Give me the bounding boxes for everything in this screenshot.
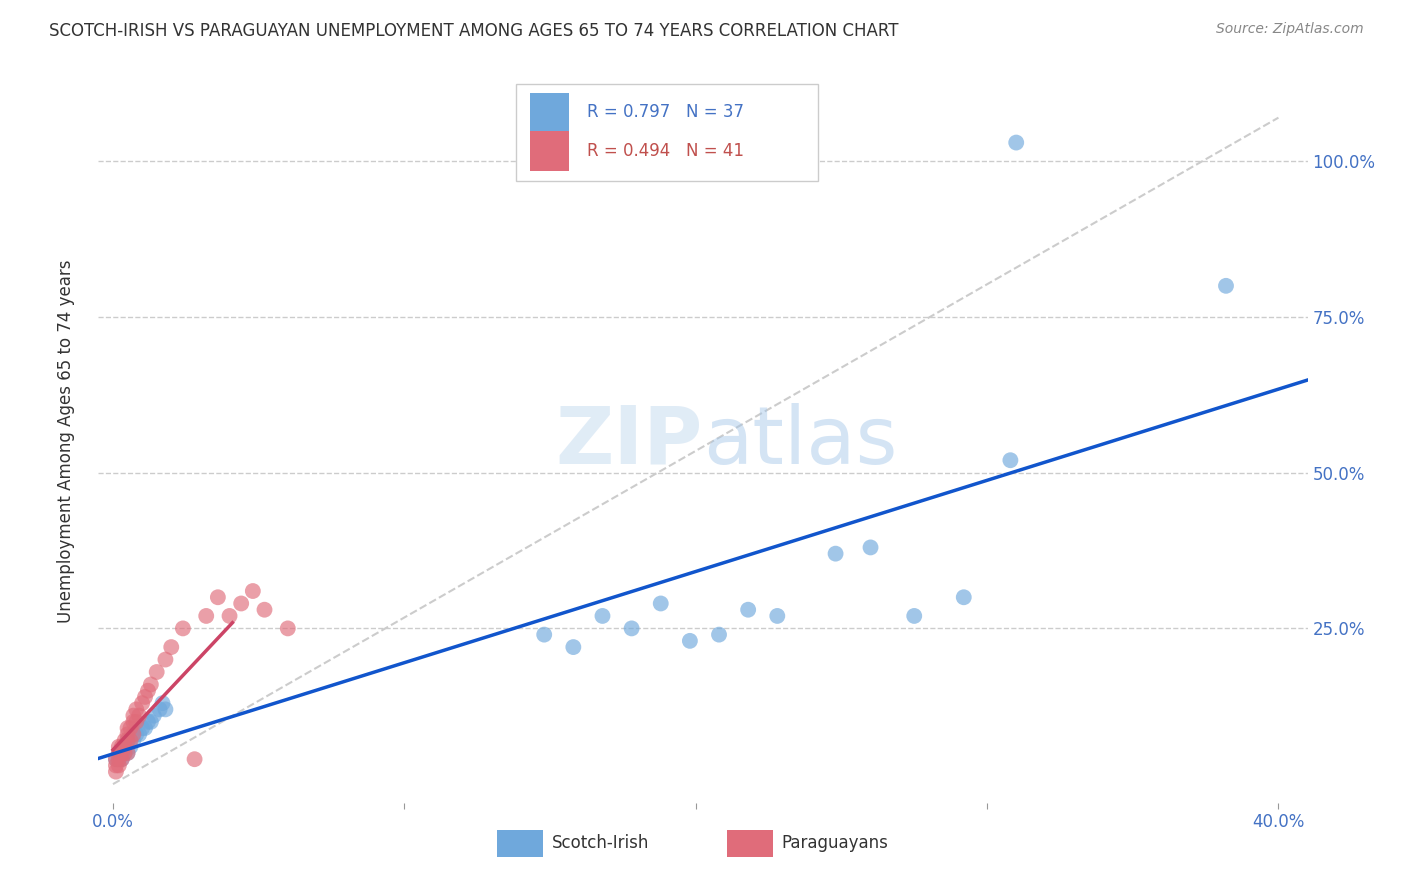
Point <box>679 633 702 648</box>
Point <box>134 690 156 704</box>
Point <box>114 733 136 747</box>
Point <box>122 727 145 741</box>
Point <box>707 627 730 641</box>
Point <box>108 752 131 766</box>
Point <box>218 609 240 624</box>
Point <box>111 752 134 766</box>
FancyBboxPatch shape <box>530 131 569 170</box>
FancyBboxPatch shape <box>516 84 818 181</box>
Point <box>128 727 150 741</box>
Point <box>128 708 150 723</box>
Text: Source: ZipAtlas.com: Source: ZipAtlas.com <box>1216 22 1364 37</box>
Point <box>111 752 134 766</box>
Point <box>145 665 167 679</box>
Point <box>108 752 131 766</box>
Point <box>172 621 194 635</box>
Point <box>120 733 142 747</box>
Point <box>737 603 759 617</box>
Point <box>108 739 131 754</box>
Point <box>114 739 136 754</box>
Point <box>111 746 134 760</box>
Point <box>952 591 974 605</box>
Text: Paraguayans: Paraguayans <box>782 834 889 852</box>
Point <box>131 696 153 710</box>
Point <box>1215 278 1237 293</box>
Point <box>152 696 174 710</box>
Point <box>120 721 142 735</box>
Point <box>242 584 264 599</box>
Text: Scotch-Irish: Scotch-Irish <box>551 834 650 852</box>
Point <box>155 702 177 716</box>
Point <box>766 609 789 624</box>
Point <box>104 764 127 779</box>
Text: R = 0.494   N = 41: R = 0.494 N = 41 <box>586 142 744 160</box>
Text: R = 0.797   N = 37: R = 0.797 N = 37 <box>586 103 744 121</box>
Point <box>253 603 276 617</box>
Point <box>114 746 136 760</box>
Point <box>139 677 162 691</box>
Point <box>183 752 205 766</box>
Point <box>533 627 555 641</box>
FancyBboxPatch shape <box>498 830 543 857</box>
Point <box>117 733 139 747</box>
Point <box>114 739 136 754</box>
Point <box>277 621 299 635</box>
Point <box>111 739 134 754</box>
Point <box>111 746 134 760</box>
Point <box>207 591 229 605</box>
Point <box>117 746 139 760</box>
Point <box>117 721 139 735</box>
Point <box>149 702 172 716</box>
Point <box>136 714 159 729</box>
Point <box>562 640 585 654</box>
Point <box>114 746 136 760</box>
Point <box>142 708 165 723</box>
Point <box>117 727 139 741</box>
Point <box>108 746 131 760</box>
Point <box>125 702 148 716</box>
Point <box>104 758 127 772</box>
Point <box>131 721 153 735</box>
Point <box>903 609 925 624</box>
Point <box>231 597 253 611</box>
Point <box>592 609 614 624</box>
Point <box>136 683 159 698</box>
Point <box>620 621 643 635</box>
Point <box>104 752 127 766</box>
Point <box>134 721 156 735</box>
Point <box>125 727 148 741</box>
Point <box>1005 136 1028 150</box>
Text: ZIP: ZIP <box>555 402 703 481</box>
Point <box>650 597 672 611</box>
Point <box>125 714 148 729</box>
Point <box>1000 453 1022 467</box>
Y-axis label: Unemployment Among Ages 65 to 74 years: Unemployment Among Ages 65 to 74 years <box>56 260 75 624</box>
Text: atlas: atlas <box>703 402 897 481</box>
Point <box>108 746 131 760</box>
Point <box>139 714 162 729</box>
Text: SCOTCH-IRISH VS PARAGUAYAN UNEMPLOYMENT AMONG AGES 65 TO 74 YEARS CORRELATION CH: SCOTCH-IRISH VS PARAGUAYAN UNEMPLOYMENT … <box>49 22 898 40</box>
Point <box>824 547 846 561</box>
Point <box>122 708 145 723</box>
Point <box>122 733 145 747</box>
Point <box>122 714 145 729</box>
FancyBboxPatch shape <box>727 830 773 857</box>
Point <box>117 746 139 760</box>
Point <box>120 739 142 754</box>
Point <box>117 733 139 747</box>
Point <box>108 758 131 772</box>
Point <box>859 541 882 555</box>
Point <box>104 752 127 766</box>
FancyBboxPatch shape <box>530 93 569 132</box>
Point <box>155 652 177 666</box>
Point <box>195 609 218 624</box>
Point <box>160 640 183 654</box>
